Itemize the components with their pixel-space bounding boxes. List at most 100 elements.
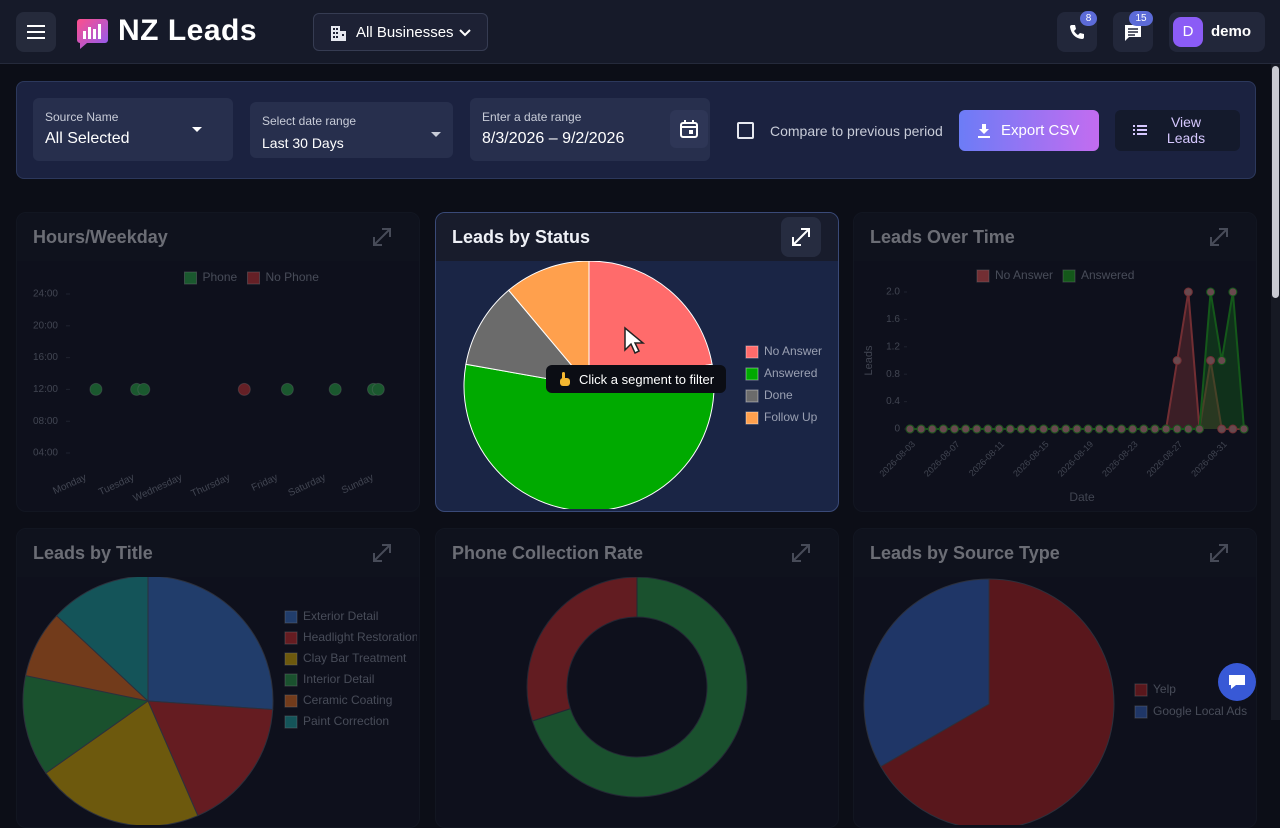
line-point <box>1139 424 1149 434</box>
pie-slice <box>55 575 149 703</box>
x-tick-label: 2026-08-27 <box>1145 439 1185 479</box>
scatter-point <box>237 382 251 396</box>
menu-button[interactable] <box>16 12 56 52</box>
legend-label: Google Local Ads <box>1153 704 1247 718</box>
legend-label: No Answer <box>764 344 822 358</box>
card-title: Leads by Title <box>33 543 153 563</box>
legend-swatch <box>284 694 298 708</box>
line-point <box>1128 424 1138 434</box>
legend-label: Answered <box>1081 268 1134 282</box>
line-point <box>1239 424 1249 434</box>
line-point <box>1150 424 1160 434</box>
line-point <box>1105 424 1115 434</box>
line-point <box>1094 424 1104 434</box>
legend-swatch <box>247 271 260 285</box>
line-point <box>1050 424 1060 434</box>
line-point <box>1206 287 1216 297</box>
line-point <box>1039 424 1049 434</box>
expand-button[interactable] <box>1199 217 1239 257</box>
filter-panel: Source Name All Selected Select date ran… <box>16 81 1256 179</box>
scatter-point <box>328 382 342 396</box>
user-name: demo <box>1211 23 1252 40</box>
avatar: D <box>1173 17 1203 47</box>
chart-card: Exterior Detail Headlight Restoration Clay… <box>16 528 420 828</box>
legend-swatch <box>284 715 298 729</box>
chart: 24:00 20:00 16:00 12:00 08:00 04:00 Monday Tues… <box>33 270 385 504</box>
line-point <box>1239 424 1249 434</box>
line-point <box>1161 424 1171 434</box>
date-input[interactable]: Enter a date range 8/3/2026 – 9/2/2026 <box>470 98 710 161</box>
list-icon <box>1133 125 1147 135</box>
chat-icon <box>1229 675 1245 689</box>
date-range-select[interactable]: Select date range Last 30 Days <box>250 102 453 158</box>
line-point <box>1005 424 1015 434</box>
line-point <box>916 424 926 434</box>
expand-button[interactable] <box>362 533 402 573</box>
card-header <box>436 529 838 577</box>
menu-icon <box>27 25 45 39</box>
field-label: Source Name <box>45 110 119 124</box>
legend-label: Headlight Restoration <box>303 630 417 644</box>
expand-glyph <box>1210 544 1228 562</box>
expand-button[interactable] <box>781 533 821 573</box>
expand-button[interactable] <box>1199 533 1239 573</box>
y-tick-label: 08:00 <box>33 416 58 427</box>
scatter-point <box>137 382 151 396</box>
view-leads-button[interactable]: View Leads <box>1115 110 1240 151</box>
business-select[interactable]: All Businesses <box>313 13 488 51</box>
line-point <box>905 424 915 434</box>
legend-label: Answered <box>764 366 817 380</box>
line-point <box>927 424 937 434</box>
x-tick-label: Monday <box>51 472 88 497</box>
doughnut-segment <box>526 576 638 722</box>
scatter-point <box>89 382 103 396</box>
line-point <box>1016 424 1026 434</box>
legend-swatch <box>745 411 759 425</box>
scrollbar[interactable] <box>1271 64 1280 720</box>
expand-button[interactable] <box>362 217 402 257</box>
scrollbar-thumb[interactable] <box>1272 66 1279 298</box>
pie-slice <box>25 614 150 702</box>
scatter-point <box>280 382 294 396</box>
line-point <box>1183 287 1193 297</box>
y-tick-label: 0 <box>894 424 900 435</box>
card-title: Leads Over Time <box>870 227 1015 247</box>
card-header <box>17 529 419 577</box>
x-tick-label: 2026-08-07 <box>922 439 962 479</box>
line-point <box>1050 424 1060 434</box>
expand-button[interactable] <box>781 217 821 257</box>
line-point <box>1072 424 1082 434</box>
line-point <box>1194 424 1204 434</box>
calendar-icon <box>680 120 698 138</box>
y-tick-label: 1.2 <box>886 341 900 352</box>
x-tick-label: 2026-08-31 <box>1189 439 1229 479</box>
button-label: Export CSV <box>1001 122 1080 139</box>
line-point <box>1072 424 1082 434</box>
compare-checkbox[interactable] <box>737 122 754 139</box>
line-point <box>1228 424 1238 434</box>
phone-icon <box>1070 25 1084 39</box>
line-point <box>1217 424 1227 434</box>
line-point <box>994 424 1004 434</box>
tooltip: Click a segment to filter <box>546 365 726 393</box>
expand-icon <box>792 228 810 246</box>
line-point <box>1061 424 1071 434</box>
chat-button[interactable] <box>1218 663 1256 701</box>
export-button[interactable]: Export CSV <box>959 110 1099 151</box>
y-tick-label: 1.6 <box>886 314 900 325</box>
chart: No Answer Answered Done Follow Up <box>463 260 822 509</box>
scatter-point <box>367 382 380 396</box>
calls-badge: 8 <box>1080 11 1097 26</box>
source-select[interactable]: Source Name All Selected <box>33 98 233 161</box>
legend-label: Paint Correction <box>303 714 389 728</box>
x-tick-label: Saturday <box>287 472 328 499</box>
user-menu[interactable]: D demo <box>1169 12 1265 52</box>
line-point <box>1172 356 1182 365</box>
field-value: 8/3/2026 – 9/2/2026 <box>482 130 625 147</box>
card-title: Phone Collection Rate <box>452 543 644 563</box>
legend-label: Yelp <box>1153 682 1176 696</box>
calendar-button[interactable] <box>670 110 708 148</box>
